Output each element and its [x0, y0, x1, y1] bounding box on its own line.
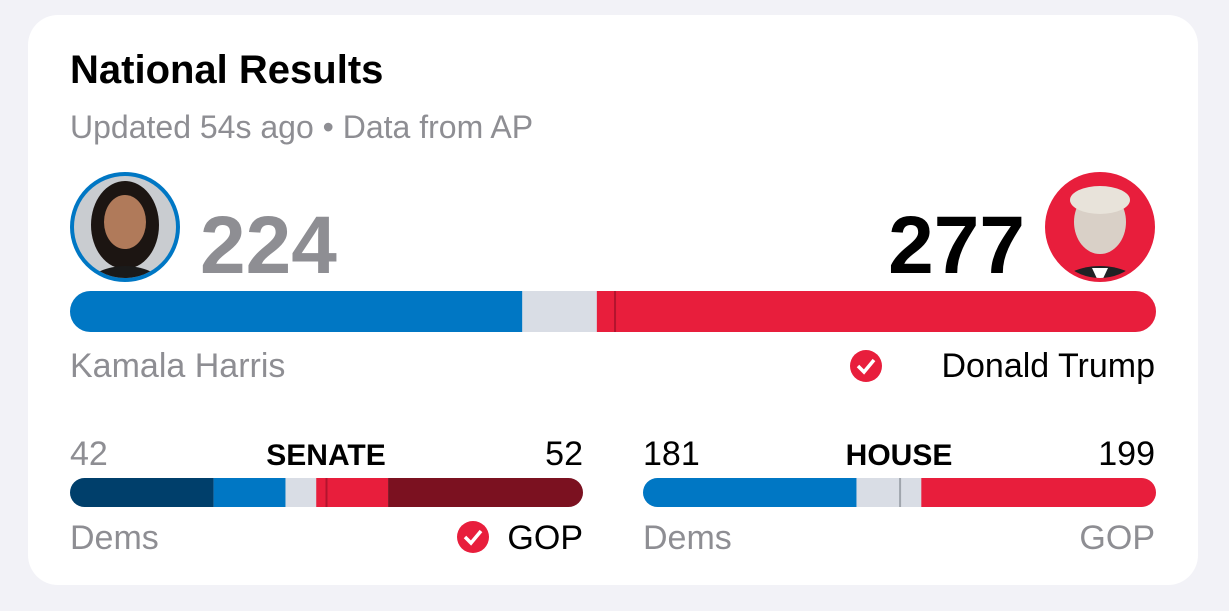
- gop-segment: [596, 291, 1156, 332]
- dem-electoral-votes: 224: [200, 200, 337, 291]
- senate-bar: [70, 478, 583, 507]
- winner-check: [457, 521, 489, 553]
- title: National Results: [70, 48, 383, 92]
- dem-segment: [643, 478, 857, 507]
- senate-dem-total: 42: [70, 435, 108, 473]
- house-dem-total: 181: [643, 435, 700, 473]
- gop-electoral-votes: 277: [888, 200, 1025, 291]
- senate-label: SENATE: [266, 439, 385, 472]
- senate-gop-total: 52: [545, 435, 583, 473]
- president-bar: [70, 291, 1156, 332]
- house-gop-label: GOP: [1079, 519, 1155, 557]
- house-gop-total: 199: [1098, 435, 1155, 473]
- gop-segment: [388, 478, 583, 507]
- subtitle: Updated 54s ago • Data from AP: [70, 109, 533, 145]
- house-label: HOUSE: [846, 439, 953, 472]
- harris-photo: [70, 172, 180, 282]
- house-dem-label: Dems: [643, 519, 732, 557]
- senate-dem-label: Dems: [70, 519, 159, 557]
- gop-segment: [921, 478, 1156, 507]
- gop-segment: [316, 478, 389, 507]
- trump-photo: [1045, 172, 1155, 282]
- dem-candidate: Kamala Harris: [70, 347, 285, 385]
- dem-segment: [70, 478, 214, 507]
- dem-segment: [70, 291, 523, 332]
- senate-gop-label: GOP: [507, 519, 583, 557]
- dem-segment: [213, 478, 286, 507]
- house-bar: [643, 478, 1156, 507]
- gop-candidate: Donald Trump: [941, 347, 1155, 385]
- winner-check: [850, 350, 882, 382]
